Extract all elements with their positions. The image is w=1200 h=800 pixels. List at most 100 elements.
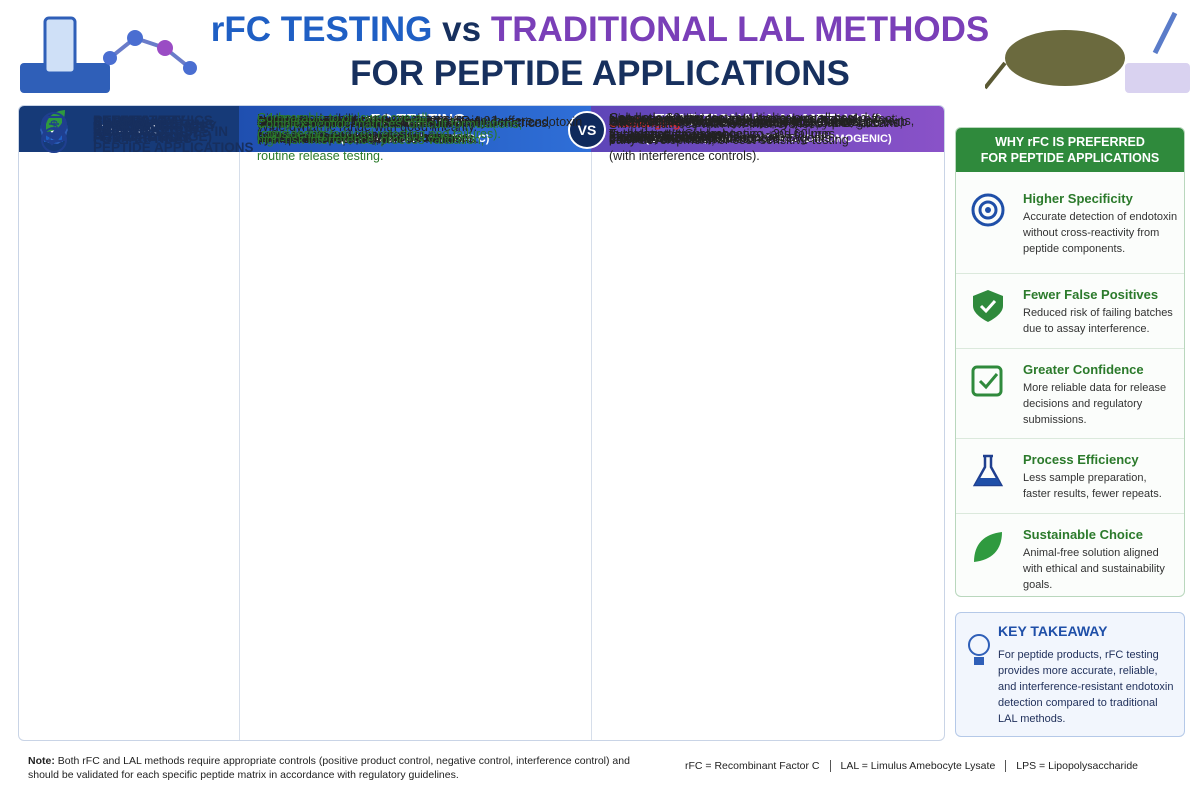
benefit-icon	[970, 288, 1006, 324]
rfc-line: Minimal cross-reactivity.	[257, 131, 452, 147]
icon	[971, 365, 1003, 397]
lal-text: to retesting, troubleshooting, and failu…	[609, 127, 839, 141]
rfc-text: Complex peptide matrices, difficult form…	[257, 117, 523, 131]
takeaway-line: provides more accurate, reliable,	[998, 665, 1158, 677]
feature-label: FOR PEPTIDES	[93, 131, 193, 146]
lal-line: positives or inhibition.	[609, 131, 884, 147]
lal-line: Uses horseshoe crab blood (animal-derive…	[609, 113, 858, 129]
icon	[971, 193, 1005, 227]
rows: PRINCIPLE Uses recombinant Factor C to sp…	[19, 106, 944, 694]
lal-text: early development, or cost-sensitive tes…	[609, 133, 849, 147]
row-icon: $	[39, 110, 69, 140]
rfc-text: Low interference from β-glucans, protein…	[257, 113, 536, 128]
takeaway-line: detection compared to traditional	[998, 697, 1158, 709]
title: rFC TESTING vs TRADITIONAL LAL METHODS FO…	[0, 8, 1200, 96]
benefit-text-line: with ethical and sustainability	[1023, 563, 1165, 575]
rfc-text: Comparable to or lower overall	[257, 111, 428, 125]
feature-cell: SENSITIVITY (TYPICAL RANGE)	[93, 113, 212, 145]
rfc-cell: Highly specific for endotoxin (LPS). Mini…	[257, 115, 452, 147]
table-row: INTERFERENCE Low interference from β-gluc…	[19, 114, 944, 249]
benefit-icon	[970, 192, 1006, 228]
benefit-text-line: Reduced risk of failing batches	[1023, 307, 1173, 319]
table-row: BEST USE CASES IN PEPTIDE APPLICATIONS Com…	[19, 117, 944, 694]
rfc-text: (LPS) from Gram-negative bacteria.	[257, 131, 455, 145]
lal-cell: 0.03 – 10 EU/mL (method dependent)	[609, 113, 722, 145]
feature-cell: INTERFERENCE	[93, 121, 198, 137]
rfc-line: and supported by global regulators.	[257, 129, 501, 145]
rfc-line: hydrophobic peptides, and formulations.	[257, 131, 551, 147]
rfc-text: Minimal cross-reactivity.	[257, 132, 390, 146]
rfc-line: Accepted by USP <85>, EP 2.6.32, JP 4.01…	[257, 113, 501, 129]
lal-line: blood to detect endotoxin.	[609, 130, 907, 146]
benefit-text-line: More reliable data for release	[1023, 382, 1167, 394]
lal-lead: Challenging	[609, 116, 681, 130]
benefit-icon	[970, 528, 1006, 564]
benefit-text-line: Accurate detection of endotoxin	[1023, 211, 1178, 223]
benefit-text-line: goals.	[1023, 579, 1053, 591]
lal-line: Often requires extensive sample preparat…	[609, 114, 858, 130]
rfc-cell: High reproducibility and consistency betw…	[257, 111, 456, 143]
rfc-line: high-risk interference, process validati…	[257, 132, 522, 148]
sidebar-title-line: WHY rFC IS PREFERRED	[995, 135, 1145, 149]
feature-cell: DYNAMIC RANGE	[93, 119, 209, 135]
benefit-title: Higher Specificity	[1023, 191, 1133, 206]
feature-cell: REGULATORY ACCEPTANCE	[93, 113, 186, 145]
lal-text: blood to detect endotoxin.	[609, 131, 753, 145]
title-vs: vs	[442, 10, 482, 49]
takeaway-line: and interference-resistant endotoxin	[998, 681, 1174, 693]
abbreviations: rFC = Recombinant Factor C LAL = Limulus …	[675, 760, 1149, 772]
lal-text: long historical use.	[609, 129, 713, 144]
benefit-text: Reduced risk of failing batches due to as…	[1023, 305, 1173, 337]
rfc-text: High reproducibility and consistency	[257, 112, 457, 126]
feature-label: PEPTIDE APPLICATIONS	[93, 140, 254, 155]
rfc-text: detergents, and most peptide samples.	[257, 129, 473, 144]
feature-label: SENSITIVITY	[93, 112, 176, 128]
feature-label: DYNAMIC RANGE	[93, 119, 209, 134]
vs-badge: VS	[568, 111, 606, 149]
benefit-text-line: decisions and regulatory	[1023, 398, 1143, 410]
feature-label: INTERFERENCE	[93, 120, 199, 136]
benefit-item: Higher Specificity Accurate detection of …	[956, 178, 1184, 273]
feature-label: REGULATORY	[93, 112, 186, 128]
benefit-item: Greater Confidence More reliable data for…	[956, 348, 1184, 438]
benefit-title: Process Efficiency	[1023, 452, 1139, 467]
takeaway-line: LAL methods.	[998, 713, 1066, 725]
lal-line: (lot-to-lot differences).	[609, 127, 841, 143]
rfc-line: Animal-free, sustainable, and ethical.	[257, 113, 462, 129]
lal-text: High potential for interference from β-g…	[609, 113, 915, 128]
feature-cell: SPECIFICITY	[93, 123, 176, 139]
icon: $	[41, 111, 67, 138]
lal-cell: Often requires extensive sample preparat…	[609, 114, 858, 146]
lal-cell: Challenging – peptide matrices often cau…	[609, 115, 884, 147]
note-label: Note:	[28, 755, 55, 767]
rfc-line: Low interference from β-glucans, protein…	[257, 113, 536, 129]
feature-cell: SAFETY & ETHICS	[93, 113, 213, 129]
lal-line: at high endotoxin levels.	[609, 127, 895, 143]
lal-header: TRADITIONAL LAL METHODS (GEL-CLOT, TURBID…	[591, 106, 944, 152]
lal-cell: Uses Limulus Amebocyte Lysate from horse…	[609, 114, 907, 146]
benefit-text-line: faster results, fewer repeats.	[1023, 488, 1162, 500]
benefit-text: Animal-free solution aligned with ethical…	[1023, 545, 1165, 593]
feature-label: SPECIFICITY	[93, 123, 177, 138]
title-lal: TRADITIONAL LAL METHODS	[490, 10, 990, 49]
row-icon	[39, 125, 69, 155]
benefit-item: Fewer False Positives Reduced risk of fai…	[956, 273, 1184, 348]
benefit-text: Accurate detection of endotoxin without c…	[1023, 209, 1177, 257]
rfc-cell: ~ 1 hour (rapid results)	[257, 110, 333, 142]
rfc-cell: Animal-free, sustainable, and ethical.	[257, 113, 462, 129]
lal-cell: Less specific; can be affected by (1→3)-…	[609, 115, 903, 147]
table-row: SAMPLE PREPARATION Minimal sample manipula…	[19, 114, 944, 434]
rfc-line: Uses recombinant Factor C to specificall…	[257, 114, 582, 130]
rfc-lead: Excellent	[257, 116, 312, 130]
rfc-text: (rapid results)	[257, 127, 334, 141]
rfc-line: 0.005 – 0.1 EU/mL	[257, 113, 450, 129]
lal-text: (lot-to-lot differences).	[609, 128, 731, 142]
rfc-text: ~ 1 hour	[257, 111, 304, 125]
rfc-text: Dilute-and-test approach in most cases.	[257, 131, 478, 145]
benefit-item: Process Efficiency Less sample preparatio…	[956, 438, 1184, 513]
benefit-item: Sustainable Choice Animal-free solution a…	[956, 513, 1184, 598]
feature-cell: COST OF TESTING	[93, 117, 215, 133]
lal-text: proteins, and other substances.	[609, 132, 784, 146]
benefit-icon	[970, 453, 1006, 489]
lal-header-title: TRADITIONAL LAL METHODS	[654, 112, 883, 129]
